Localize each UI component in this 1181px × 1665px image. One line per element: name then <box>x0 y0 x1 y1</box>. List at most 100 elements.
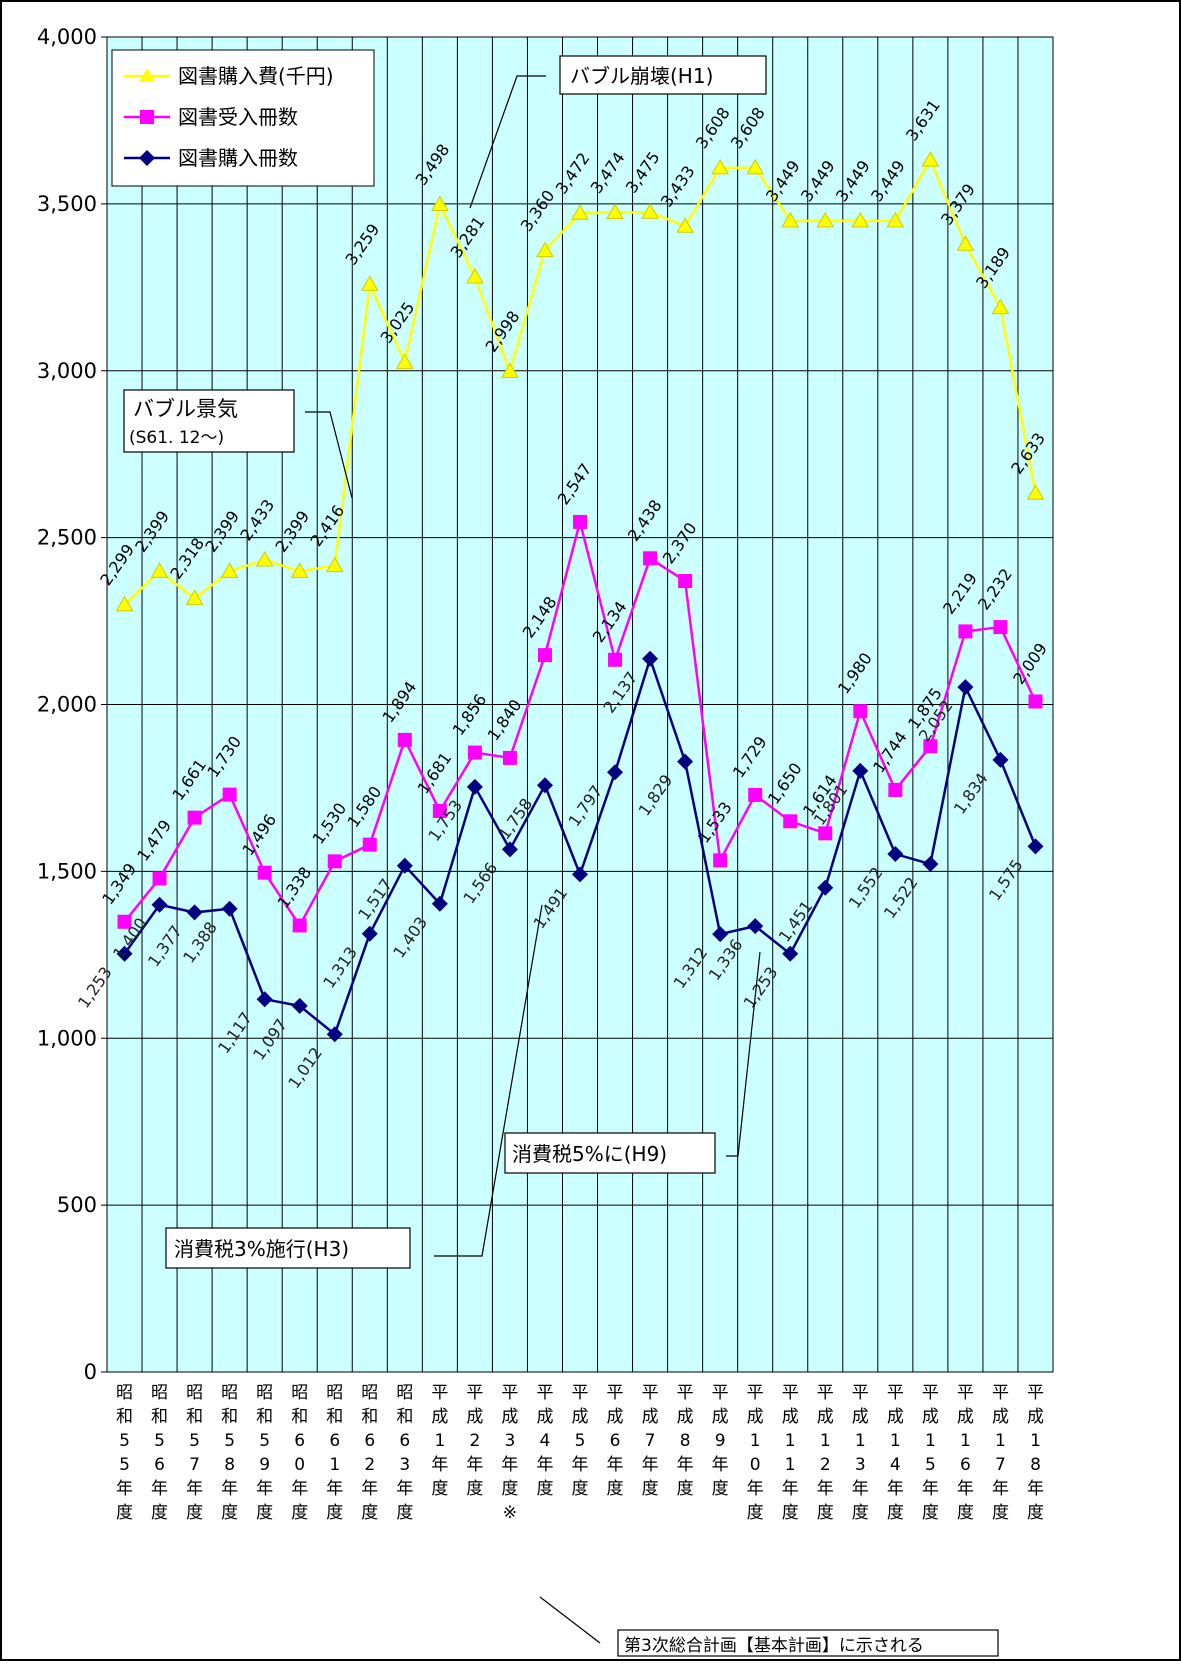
x-tick-label: 昭和 6 1 年度 <box>326 1383 343 1523</box>
x-tick-char: 年 <box>922 1479 939 1499</box>
data-point-diamond <box>572 866 588 883</box>
x-tick-label: 平成 1 8 年度 <box>1027 1383 1044 1523</box>
data-point-square <box>362 837 377 852</box>
x-tick-char: 9 <box>259 1455 270 1475</box>
data-point-triangle <box>606 203 624 220</box>
x-tick-char: 昭 <box>361 1383 378 1403</box>
data-point-square <box>643 551 658 566</box>
data-point-square <box>222 787 237 802</box>
data-point-triangle <box>816 211 835 228</box>
x-tick-char: 1 <box>820 1431 831 1451</box>
x-tick-char: 成 <box>466 1407 483 1427</box>
x-tick-char: 度 <box>116 1503 133 1523</box>
x-tick-char: 和 <box>396 1407 413 1427</box>
x-tick-char: 年 <box>887 1479 904 1499</box>
x-tick-char: 7 <box>995 1455 1006 1475</box>
x-tick-char: 平 <box>887 1383 904 1403</box>
x-tick-char: 和 <box>221 1407 238 1427</box>
data-point-diamond <box>957 679 974 696</box>
x-tick-char: 平 <box>431 1383 448 1403</box>
annotation-box <box>123 389 295 453</box>
annotations: バブル崩壊(H1) バブル景気 (S61. 12～) 消費税3%施行(H3) 消費税5%… <box>123 55 999 1657</box>
x-tick-char: 成 <box>782 1407 799 1427</box>
data-point-diamond <box>291 997 308 1014</box>
x-tick-char: 年 <box>326 1479 343 1499</box>
x-tick-char: 年 <box>151 1479 168 1499</box>
data-point-square <box>327 854 342 869</box>
x-tick-char: 2 <box>820 1455 831 1475</box>
legend-marker-triangle <box>139 68 155 82</box>
x-tick-char: 成 <box>642 1407 659 1427</box>
x-tick-char: 年 <box>992 1479 1009 1499</box>
x-tick-char: 1 <box>1030 1431 1041 1451</box>
annotation-consumption-tax-3: 消費税3%施行(H3) <box>165 904 543 1269</box>
x-tick-char: 度 <box>747 1503 764 1523</box>
x-tick-char: 度 <box>817 1503 834 1523</box>
legend-label: 図書購入冊数 <box>178 146 298 170</box>
x-tick-char: 5 <box>154 1431 165 1451</box>
data-point-diamond <box>361 925 378 942</box>
x-tick-char: ※ <box>503 1503 517 1523</box>
data-point-triangle <box>220 562 239 578</box>
x-tick-label: 平成 9 年度 <box>712 1383 729 1499</box>
x-tick-char: 昭 <box>151 1383 168 1403</box>
x-tick-char: 1 <box>855 1431 866 1451</box>
x-tick-char: 1 <box>329 1455 340 1475</box>
data-point-triangle <box>290 562 309 578</box>
x-tick-label: 平成 1 3 年度 <box>852 1383 869 1523</box>
data-point-diamond <box>782 945 799 962</box>
x-tick-char: 度 <box>151 1503 168 1523</box>
data-point-diamond <box>607 764 624 781</box>
data-point-square <box>783 814 798 829</box>
x-tick-char: 度 <box>782 1503 799 1523</box>
x-tick-char: 成 <box>607 1407 624 1427</box>
data-point-square <box>397 732 412 747</box>
x-tick-char: 6 <box>399 1431 410 1451</box>
x-tick-char: 成 <box>712 1407 729 1427</box>
data-point-triangle <box>1026 484 1045 500</box>
x-tick-char: 成 <box>677 1407 694 1427</box>
x-tick-char: 1 <box>995 1431 1006 1451</box>
x-tick-char: 年 <box>677 1455 694 1475</box>
x-tick-char: 度 <box>221 1503 238 1523</box>
annotation-subtext: (S61. 12～) <box>129 428 224 448</box>
legend-marker-square <box>140 110 154 124</box>
x-tick-char: 成 <box>922 1407 939 1427</box>
x-tick-char: 年 <box>466 1455 483 1475</box>
x-tick-char: 6 <box>960 1455 971 1475</box>
x-tick-char: 平 <box>922 1383 939 1403</box>
x-tick-label: 平成 7 年度 <box>642 1383 659 1499</box>
x-tick-char: 2 <box>469 1431 480 1451</box>
y-tick-label: 2,000 <box>37 693 97 717</box>
x-tick-label: 平成 8 年度 <box>677 1383 694 1499</box>
legend-label: 図書受入冊数 <box>178 105 298 129</box>
x-tick-char: 7 <box>645 1431 656 1451</box>
data-point-square <box>818 826 833 841</box>
annotation-text: 第3次総合計画【基本計画】に示される <box>624 1636 924 1656</box>
x-tick-char: 年 <box>116 1479 133 1499</box>
x-tick-char: 度 <box>922 1503 939 1523</box>
x-tick-char: 年 <box>361 1479 378 1499</box>
x-tick-char: 昭 <box>396 1383 413 1403</box>
data-point-triangle <box>851 211 870 228</box>
x-tick-char: 3 <box>505 1431 516 1451</box>
x-tick-char: 4 <box>540 1431 551 1451</box>
x-tick-char: 5 <box>189 1431 200 1451</box>
data-point-triangle <box>746 158 765 175</box>
x-tick-char: 1 <box>434 1431 445 1451</box>
data-point-square <box>713 853 728 868</box>
x-tick-char: 度 <box>501 1479 518 1499</box>
x-tick-label: 平成 1 1 年度 <box>782 1383 799 1523</box>
x-tick-char: 成 <box>536 1407 553 1427</box>
x-tick-label: 昭和 5 6 年度 <box>151 1383 168 1523</box>
x-tick-char: 平 <box>747 1383 764 1403</box>
x-tick-char: 度 <box>572 1479 589 1499</box>
data-point-diamond <box>887 846 904 863</box>
data-point-square <box>117 914 132 929</box>
x-tick-char: 和 <box>291 1407 308 1427</box>
x-tick-char: 和 <box>256 1407 273 1427</box>
data-point-triangle <box>921 151 940 167</box>
data-point-diamond <box>747 918 764 935</box>
